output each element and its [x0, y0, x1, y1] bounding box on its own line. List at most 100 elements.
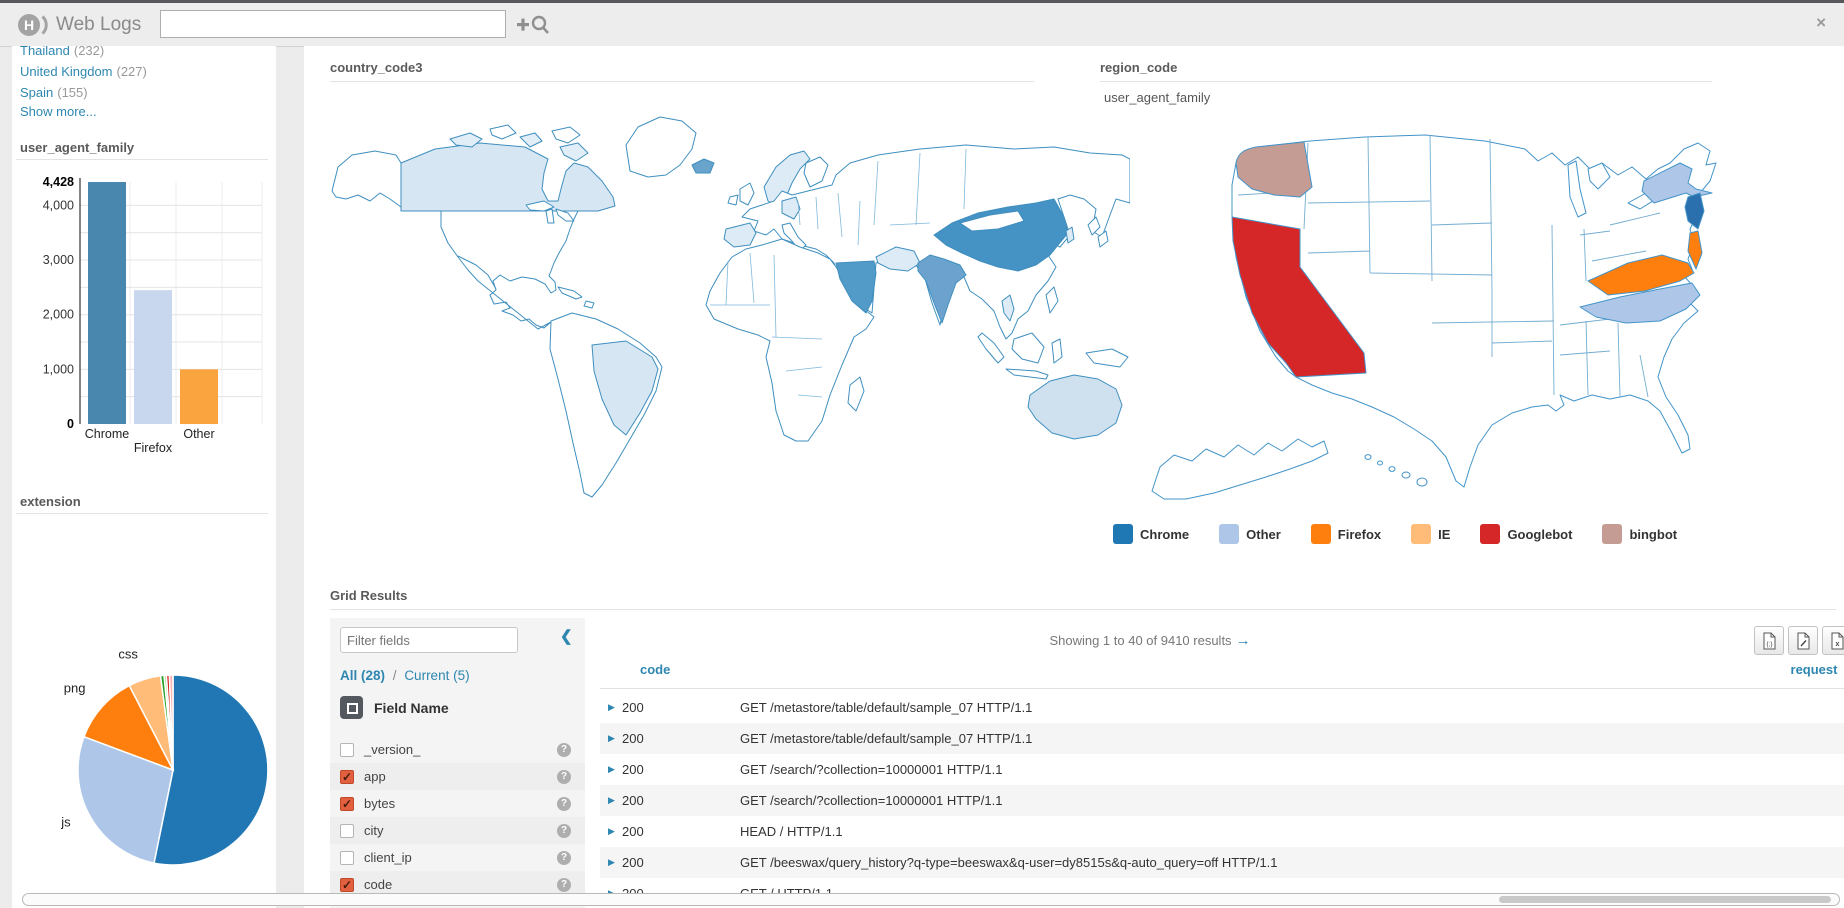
next-page-icon[interactable]: →	[1235, 632, 1251, 649]
tab-current-fields[interactable]: Current (5)	[404, 668, 470, 683]
show-more-link[interactable]: Show more...	[20, 104, 97, 119]
country-finland[interactable]	[803, 156, 829, 188]
hue-logo-icon[interactable]: H	[16, 10, 50, 40]
state-hawaii-inset[interactable]	[1364, 454, 1428, 487]
legend-item-ie[interactable]: IE	[1411, 524, 1450, 544]
user-agent-bar-chart[interactable]: 0 1,000 2,000 3,000 4,000 4,428 Chrome Firefox O…	[16, 166, 268, 466]
pie-slice[interactable]	[153, 674, 268, 866]
filter-fields-input[interactable]	[340, 627, 518, 653]
column-header-code[interactable]: code	[640, 662, 671, 677]
horizontal-scrollbar[interactable]	[22, 893, 1840, 906]
country-greenland[interactable]	[625, 116, 697, 178]
facet-link[interactable]: Spain	[20, 85, 54, 100]
download-json-button[interactable]: {;}	[1754, 626, 1784, 655]
country-indonesia[interactable]	[977, 332, 1005, 364]
facet-link[interactable]: Thailand	[20, 46, 70, 58]
facet-link[interactable]: United Kingdom	[20, 64, 113, 79]
bar-firefox[interactable]	[134, 290, 172, 424]
legend-item-bingbot[interactable]: bingbot	[1602, 524, 1677, 544]
legend-item-firefox[interactable]: Firefox	[1310, 524, 1381, 544]
state-california[interactable]	[1231, 216, 1367, 378]
country-arctic-island[interactable]	[449, 132, 483, 148]
country-africa[interactable]	[705, 238, 875, 442]
row-expand-icon[interactable]: ▶	[608, 795, 615, 805]
tab-all-fields[interactable]: All (28)	[340, 668, 386, 683]
country-thailand[interactable]	[1001, 294, 1015, 322]
country-germany[interactable]	[781, 196, 801, 220]
country-indonesia[interactable]	[1005, 368, 1049, 380]
country-usa-alaska[interactable]	[331, 150, 402, 208]
country-spain[interactable]	[723, 222, 757, 248]
country-indonesia[interactable]	[1051, 338, 1063, 364]
legend-item-other[interactable]: Other	[1219, 524, 1281, 544]
row-expand-icon[interactable]: ▶	[608, 733, 615, 743]
extension-pie-chart[interactable]: js png css	[16, 520, 268, 904]
country-iceland[interactable]	[691, 158, 715, 174]
country-usa-mexico[interactable]	[440, 210, 579, 330]
field-checkbox-code[interactable]: ✓	[340, 877, 354, 892]
close-icon[interactable]: ×	[1816, 13, 1826, 32]
state-us-outline[interactable]	[1231, 134, 1717, 488]
bar-other[interactable]	[180, 369, 218, 424]
country-south-korea[interactable]	[1065, 226, 1075, 244]
collapse-panel-icon[interactable]: ❮	[560, 628, 573, 645]
field-checkbox-client_ip[interactable]	[340, 850, 354, 865]
country-cuba[interactable]	[557, 286, 583, 300]
help-icon[interactable]: ?	[557, 877, 571, 892]
legend-item-chrome[interactable]: Chrome	[1113, 524, 1189, 544]
field-checkbox-app[interactable]: ✓	[340, 769, 354, 784]
country-mongolia[interactable]	[959, 210, 1025, 232]
country-ireland[interactable]	[727, 194, 739, 206]
cell-request: HEAD / HTTP/1.1	[740, 824, 843, 839]
country-new-guinea[interactable]	[1085, 348, 1129, 368]
pie-slice-png[interactable]	[83, 684, 175, 772]
help-icon[interactable]: ?	[557, 742, 571, 757]
search-actions[interactable]	[514, 13, 554, 37]
country-brazil[interactable]	[591, 340, 659, 436]
help-icon[interactable]: ?	[557, 823, 571, 838]
country-arctic-island[interactable]	[519, 132, 543, 148]
field-checkbox-bytes[interactable]: ✓	[340, 796, 354, 811]
state-washington[interactable]	[1235, 141, 1313, 198]
state-new-york[interactable]	[1641, 162, 1713, 204]
scrollbar-handle[interactable]	[1499, 896, 1831, 903]
country-baffin-island[interactable]	[559, 142, 589, 162]
country-india[interactable]	[917, 254, 967, 324]
row-expand-icon[interactable]: ▶	[608, 826, 615, 836]
country-canada[interactable]	[400, 142, 616, 212]
pie-slice-js[interactable]	[77, 735, 174, 864]
pie-slice[interactable]	[168, 674, 174, 771]
search-input[interactable]	[160, 10, 506, 38]
row-expand-icon[interactable]: ▶	[608, 764, 615, 774]
country-philippines[interactable]	[1045, 286, 1059, 314]
country-australia[interactable]	[1027, 374, 1123, 440]
state-new-jersey[interactable]	[1684, 192, 1705, 230]
help-icon[interactable]: ?	[557, 850, 571, 865]
country-iran[interactable]	[875, 246, 921, 272]
state-maryland[interactable]	[1687, 230, 1703, 270]
country-uk[interactable]	[739, 182, 755, 206]
country-indonesia[interactable]	[1011, 332, 1045, 364]
help-icon[interactable]: ?	[557, 769, 571, 784]
country-japan[interactable]	[1087, 216, 1109, 248]
bar-chrome[interactable]	[88, 182, 126, 424]
state-virginia[interactable]	[1587, 254, 1695, 296]
country-arctic-island[interactable]	[551, 126, 581, 144]
country-china[interactable]	[933, 198, 1069, 272]
row-expand-icon[interactable]: ▶	[608, 702, 615, 712]
state-north-carolina[interactable]	[1579, 282, 1701, 324]
field-checkbox-_version_[interactable]	[340, 742, 354, 757]
download-xls-button[interactable]: x	[1822, 626, 1844, 655]
download-csv-button[interactable]	[1788, 626, 1818, 655]
legend-item-googlebot[interactable]: Googlebot	[1480, 524, 1572, 544]
row-expand-icon[interactable]: ▶	[608, 857, 615, 867]
country-hispaniola[interactable]	[583, 300, 595, 309]
country-saudi-arabia[interactable]	[835, 260, 877, 314]
country-arctic-island[interactable]	[489, 124, 517, 140]
field-checkbox-city[interactable]	[340, 823, 354, 838]
help-icon[interactable]: ?	[557, 796, 571, 811]
toggle-all-fields-checkbox[interactable]	[340, 696, 363, 719]
state-alaska-inset[interactable]	[1151, 438, 1329, 500]
country-madagascar[interactable]	[847, 376, 865, 412]
column-header-request[interactable]: request	[1790, 662, 1838, 677]
